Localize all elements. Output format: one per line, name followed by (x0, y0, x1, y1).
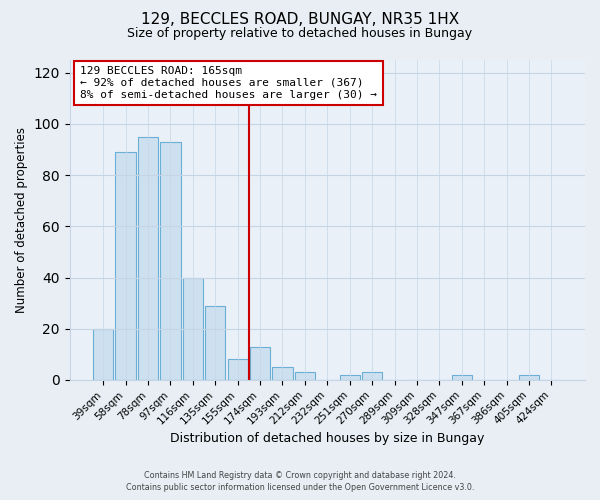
Bar (362, 372, 382, 380)
Bar (452, 374, 472, 380)
Bar (115, 152, 136, 380)
Bar (93, 328, 113, 380)
Text: 129, BECCLES ROAD, BUNGAY, NR35 1HX: 129, BECCLES ROAD, BUNGAY, NR35 1HX (141, 12, 459, 28)
Bar (205, 306, 226, 380)
Text: Contains HM Land Registry data © Crown copyright and database right 2024.
Contai: Contains HM Land Registry data © Crown c… (126, 471, 474, 492)
Bar (160, 142, 181, 380)
Y-axis label: Number of detached properties: Number of detached properties (15, 127, 28, 313)
Bar (138, 137, 158, 380)
Bar (272, 367, 293, 380)
Bar (183, 278, 203, 380)
X-axis label: Distribution of detached houses by size in Bungay: Distribution of detached houses by size … (170, 432, 485, 445)
Text: 129 BECCLES ROAD: 165sqm
← 92% of detached houses are smaller (367)
8% of semi-d: 129 BECCLES ROAD: 165sqm ← 92% of detach… (80, 66, 377, 100)
Bar (227, 360, 248, 380)
Text: Size of property relative to detached houses in Bungay: Size of property relative to detached ho… (127, 28, 473, 40)
Bar (340, 374, 360, 380)
Bar (250, 346, 270, 380)
Bar (519, 374, 539, 380)
Bar (295, 372, 315, 380)
